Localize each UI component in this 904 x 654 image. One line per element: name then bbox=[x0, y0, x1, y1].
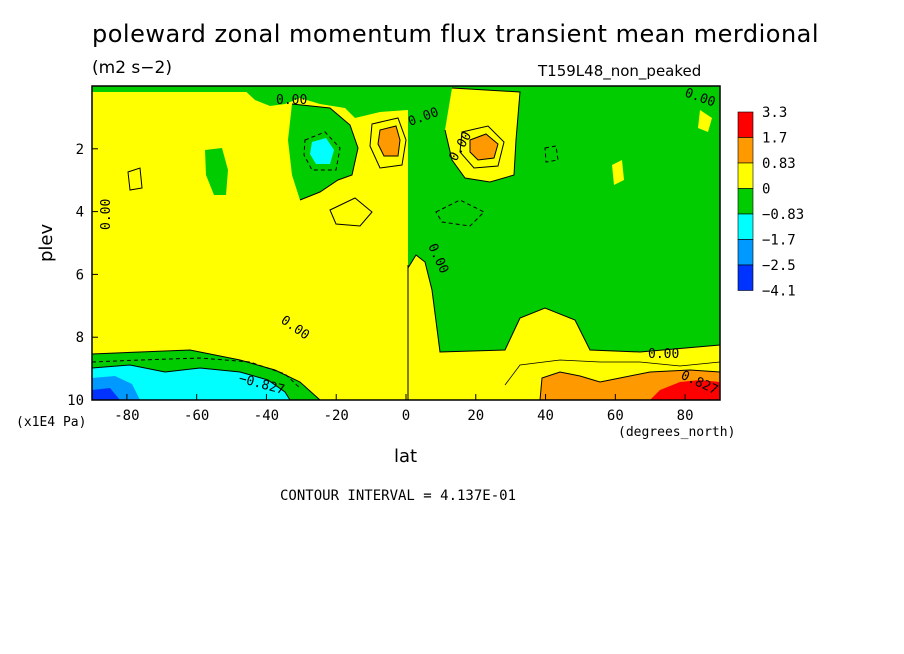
contour-thin-nh-surface bbox=[504, 359, 720, 386]
contour-nh-pocket bbox=[444, 87, 521, 183]
colorbar-label: 0 bbox=[762, 182, 770, 198]
x-tick-label: -60 bbox=[184, 408, 209, 424]
contour-nh-mid bbox=[435, 199, 485, 227]
x-tick-label: 0 bbox=[402, 408, 410, 424]
colorbar: 3.3 1.7 0.83 0 −0.83 −1.7 −2.5 −4.1 bbox=[737, 105, 804, 300]
x-axis-label: lat bbox=[394, 446, 418, 467]
region-orange-nh bbox=[470, 134, 498, 160]
x-tick-label: 40 bbox=[537, 408, 554, 424]
contour-orange-nh bbox=[469, 133, 499, 161]
colorbar-swatch bbox=[737, 137, 754, 164]
colorbar-swatch bbox=[737, 239, 754, 266]
y-tick-label: 2 bbox=[76, 142, 84, 158]
colorbar-label: 3.3 bbox=[762, 105, 787, 121]
contour-dashed-sh bbox=[92, 357, 301, 389]
colorbar-label: −1.7 bbox=[762, 233, 796, 249]
units-label: (m2 s−2) bbox=[92, 58, 172, 78]
region-green-top-strip bbox=[92, 86, 408, 92]
contour-orange-nh-outer bbox=[459, 125, 505, 169]
colorbar-label: 1.7 bbox=[762, 131, 787, 147]
x-tick-label: -20 bbox=[324, 408, 349, 424]
contour-label: 0.00 bbox=[99, 199, 114, 230]
y-tick-label: 4 bbox=[76, 205, 84, 221]
region-yellow-nh-pole bbox=[698, 110, 712, 132]
contour-dashed-cyan bbox=[303, 131, 341, 171]
contour-sh-mid bbox=[329, 197, 373, 227]
contour-interval-text: CONTOUR INTERVAL = 4.137E-01 bbox=[280, 488, 517, 504]
colorbar-label: −4.1 bbox=[762, 284, 796, 300]
x-tick-label: 60 bbox=[607, 408, 624, 424]
region-red-nh-surface bbox=[650, 380, 720, 400]
colorbar-swatch bbox=[737, 213, 754, 240]
colorbar-label: −2.5 bbox=[762, 258, 796, 274]
y-tick-label: 10 bbox=[67, 393, 84, 409]
contour-orange-eq bbox=[377, 125, 401, 157]
colorbar-swatch bbox=[737, 111, 754, 138]
contour-tongue-sh bbox=[291, 103, 359, 201]
contour-lines bbox=[92, 87, 720, 400]
contour-zero-sh-lower bbox=[92, 349, 321, 400]
chart-title: poleward zonal momentum flux transient m… bbox=[92, 20, 820, 48]
region-cyan-sh bbox=[92, 365, 290, 400]
colorbar-swatch bbox=[737, 264, 754, 291]
contour-label: 0.00 bbox=[276, 93, 307, 108]
x-tick-label: 20 bbox=[467, 408, 484, 424]
run-id-label: T159L48_non_peaked bbox=[538, 62, 702, 80]
region-darkblue-sh bbox=[92, 388, 120, 400]
colorbar-swatch bbox=[737, 188, 754, 215]
colorbar-label: −0.83 bbox=[762, 207, 804, 223]
region-green-sh-small bbox=[205, 148, 228, 195]
filled-contours bbox=[92, 86, 720, 400]
region-yellow-nh-small bbox=[612, 160, 624, 185]
contour-zero-nh bbox=[407, 254, 720, 353]
contour-neg-sh bbox=[92, 364, 291, 400]
colorbar-label: 0.83 bbox=[762, 156, 796, 172]
x-unit-label: (degrees_north) bbox=[618, 425, 736, 440]
colorbar-swatch bbox=[737, 162, 754, 189]
contour-small-sh bbox=[127, 167, 143, 191]
y-tick-label: 6 bbox=[76, 267, 84, 283]
contour-orange-eq-outer bbox=[369, 117, 407, 169]
x-tick-label: 80 bbox=[677, 408, 694, 424]
region-orange-eq bbox=[378, 126, 400, 156]
x-tick-label: -80 bbox=[114, 408, 139, 424]
contour-label: 0.00 bbox=[648, 347, 679, 362]
contour-pos-nh-surface bbox=[539, 369, 720, 400]
y-tick-label: 8 bbox=[76, 330, 84, 346]
axis-ticks: -80 -60 -40 -20 0 20 40 60 80 2 4 6 8 10 bbox=[67, 142, 693, 424]
contour-small-nh bbox=[544, 145, 559, 163]
region-cyan-blob bbox=[310, 138, 334, 164]
y-unit-label: (x1E4 Pa) bbox=[16, 415, 87, 430]
x-tick-label: -40 bbox=[254, 408, 279, 424]
region-green-sh-strat bbox=[240, 86, 408, 118]
